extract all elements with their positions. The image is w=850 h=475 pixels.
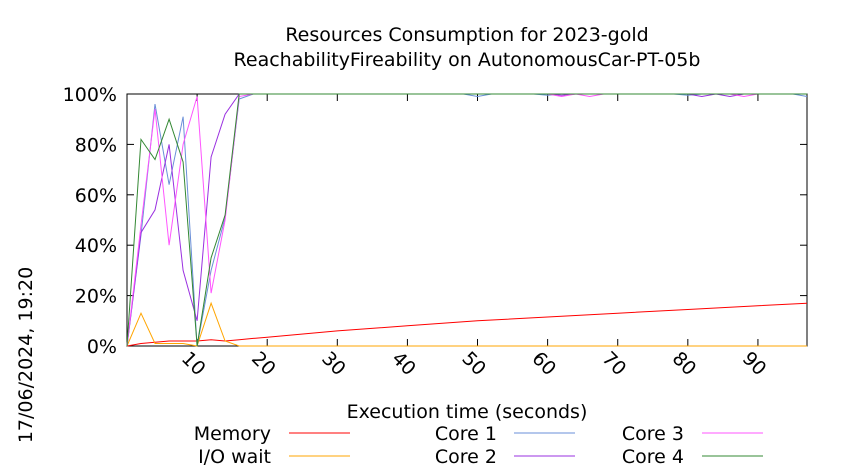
x-tick-label: 60	[528, 347, 561, 380]
legend-label: Core 2	[435, 446, 497, 468]
y-tick-label: 80%	[75, 134, 117, 156]
x-tick-label: 10	[177, 347, 210, 380]
legend-label: Core 1	[435, 423, 497, 445]
series-lines	[126, 93, 808, 347]
x-tick-label: 20	[247, 347, 280, 380]
timestamp-label: 17/06/2024, 19:20	[15, 267, 37, 443]
legend-label: I/O wait	[198, 446, 271, 468]
chart-title-line-1: Resources Consumption for 2023-gold	[285, 24, 648, 46]
y-axis: 0% 20% 40% 60% 80% 100%	[63, 84, 807, 358]
series-line-i-o-wait	[126, 301, 807, 347]
x-axis-label: Execution time (seconds)	[347, 401, 588, 423]
x-tick-label: 40	[387, 347, 420, 380]
y-tick-label: 20%	[75, 286, 117, 308]
legend-label: Core 3	[622, 423, 684, 445]
legend-label: Core 4	[622, 446, 684, 468]
series-line-core-4	[126, 93, 807, 347]
x-tick-label: 30	[317, 347, 350, 380]
x-tick-label: 80	[668, 347, 701, 380]
series-line-memory	[126, 302, 808, 347]
x-tick-label: 50	[457, 347, 490, 380]
y-tick-label: 60%	[75, 185, 117, 207]
x-tick-label: 90	[738, 347, 771, 380]
y-tick-label: 100%	[63, 84, 117, 106]
x-tick-label: 70	[598, 347, 631, 380]
legend-label: Memory	[194, 423, 271, 445]
chart-title-line-2: ReachabilityFireability on AutonomousCar…	[234, 49, 701, 71]
y-tick-label: 0%	[87, 336, 117, 358]
y-tick-label: 40%	[75, 235, 117, 257]
